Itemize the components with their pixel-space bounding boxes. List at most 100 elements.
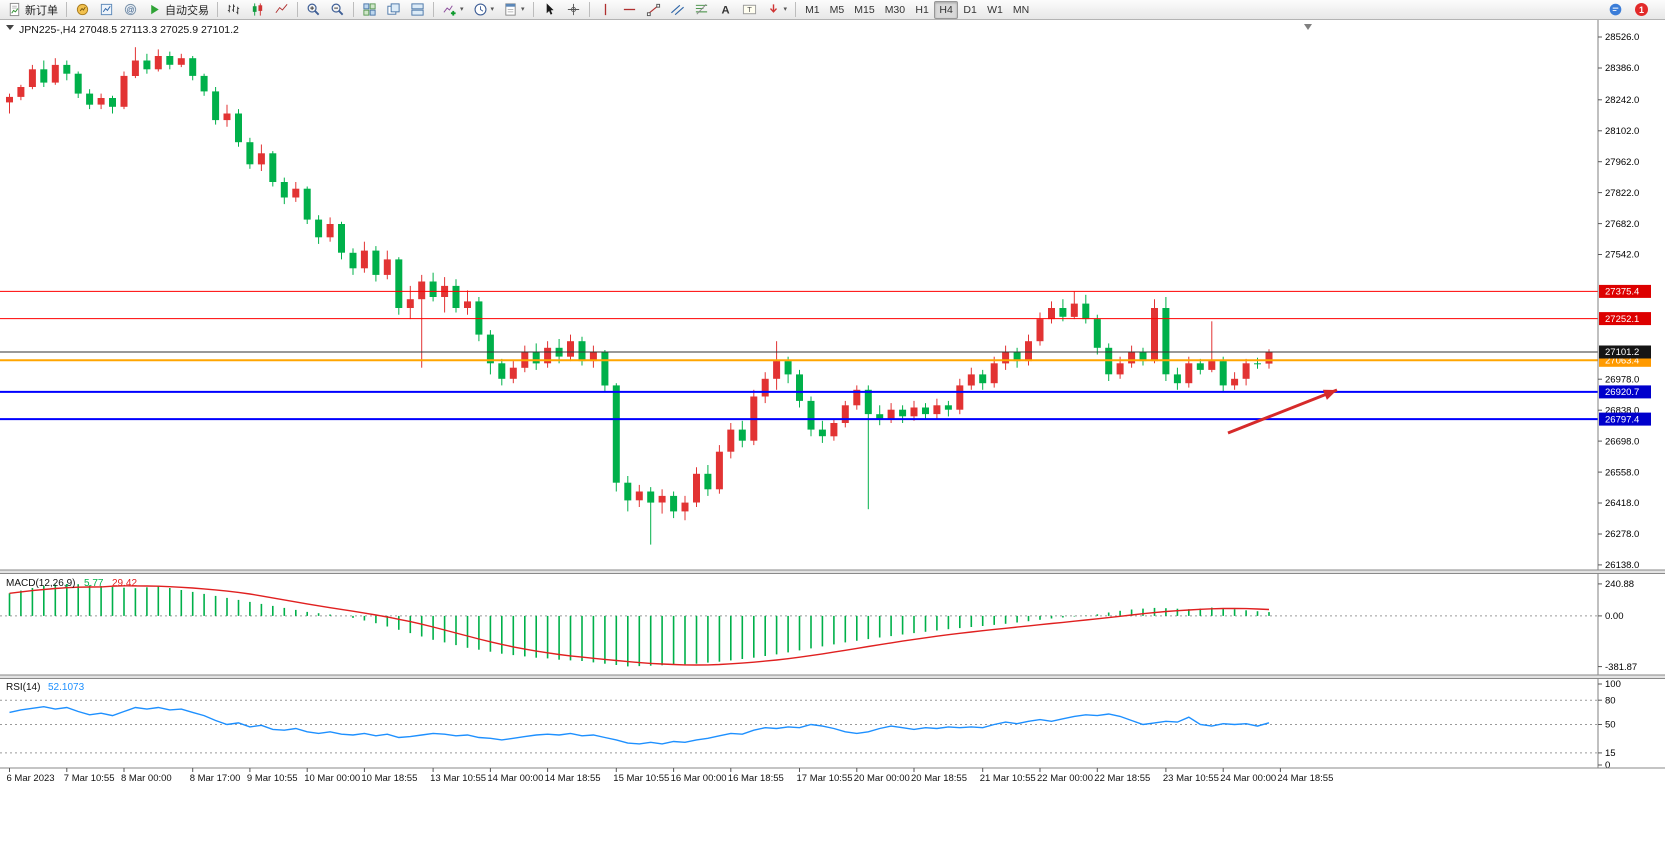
time-label: 20 Mar 00:00 [854, 773, 910, 784]
chart-canvas[interactable]: JPN225-,H4 27048.5 27113.3 27025.9 27101… [0, 20, 1665, 790]
fibonacci-button[interactable] [690, 1, 713, 19]
macd-scale-label: -381.87 [1605, 662, 1637, 673]
separator [353, 2, 354, 17]
price-scale-label: 27962.0 [1605, 157, 1639, 168]
candlestick-chart-button[interactable] [246, 1, 269, 19]
new-order-button[interactable]: 新订单 [3, 1, 62, 19]
svg-text:27063.4: 27063.4 [1605, 356, 1639, 367]
rsi-scale-label: 50 [1605, 720, 1616, 731]
time-label: 24 Mar 00:00 [1220, 773, 1276, 784]
chevron-down-icon: ▾ [460, 6, 464, 13]
zoom-out-icon [331, 3, 344, 16]
price-scale-label: 26278.0 [1605, 529, 1639, 540]
tile-windows-button[interactable] [358, 1, 381, 19]
time-label: 14 Mar 18:55 [545, 773, 601, 784]
cursor-button[interactable] [538, 1, 561, 19]
arrows-button[interactable]: ▾ [762, 1, 792, 19]
text-icon: A [721, 5, 729, 17]
price-scale-label: 26838.0 [1605, 405, 1639, 416]
notifications-button[interactable]: 1 [1631, 1, 1652, 19]
chart-info: JPN225-,H4 27048.5 27113.3 27025.9 27101… [6, 24, 239, 36]
arrow-object-head [1322, 389, 1337, 400]
metaeditor-button[interactable]: @ [119, 1, 142, 19]
horizontal-line-button[interactable] [618, 1, 641, 19]
timeframe-h1-button[interactable]: H1 [910, 1, 934, 19]
crosshair-icon [567, 3, 579, 16]
zoom-in-button[interactable] [302, 1, 325, 19]
separator [588, 2, 590, 17]
equidistant-channel-icon [670, 4, 684, 16]
time-axis[interactable]: 6 Mar 2023 7 Mar 10:55 8 Mar 00:00 8 Mar 17… [0, 767, 1665, 784]
time-label: 22 Mar 00:00 [1037, 773, 1093, 784]
price-tag: 27375.4 [1599, 284, 1651, 298]
cascade-windows-button[interactable] [382, 1, 405, 19]
shift-marker-icon[interactable] [1304, 24, 1312, 30]
text-label-button[interactable]: T [738, 1, 761, 19]
cursor-icon [546, 3, 554, 15]
price-axis[interactable]: 28526.0 28386.0 28242.0 28102.0 27962.0 27822… [1597, 20, 1651, 768]
chart-menu-icon[interactable] [6, 25, 14, 30]
autotrading-label: 自动交易 [165, 4, 209, 17]
trendline-icon [646, 3, 660, 17]
svg-text:T: T [747, 5, 752, 14]
crosshair-button[interactable] [562, 1, 585, 19]
arrange-windows-button[interactable] [406, 1, 429, 19]
line-chart-button[interactable] [270, 1, 293, 19]
trendline-button[interactable] [642, 1, 665, 19]
svg-text:@: @ [126, 5, 134, 14]
timeframe-w1-button[interactable]: W1 [982, 1, 1008, 19]
time-label: 16 Mar 00:00 [671, 773, 727, 784]
market-watch-button[interactable] [71, 1, 94, 19]
timeframe-mn-button[interactable]: MN [1008, 1, 1034, 19]
market-watch-icon [76, 3, 89, 16]
templates-button[interactable]: ▾ [499, 1, 529, 19]
timeframe-m15-button[interactable]: M15 [849, 1, 879, 19]
svg-text:27375.4: 27375.4 [1605, 287, 1639, 298]
arrange-windows-icon [411, 3, 424, 16]
svg-text:26920.7: 26920.7 [1605, 387, 1639, 398]
time-label: 7 Mar 10:55 [64, 773, 115, 784]
timeframe-m1-button[interactable]: M1 [800, 1, 825, 19]
price-scale-label: 26978.0 [1605, 374, 1639, 385]
autotrading-button[interactable]: 自动交易 [143, 1, 213, 19]
time-label: 20 Mar 18:55 [911, 773, 967, 784]
zoom-out-button[interactable] [326, 1, 349, 19]
metaeditor-icon: @ [124, 3, 137, 16]
time-label: 14 Mar 00:00 [487, 773, 543, 784]
indicators-button[interactable]: ▾ [438, 1, 468, 19]
line-chart-icon [275, 4, 288, 14]
text-button[interactable]: A [714, 1, 737, 19]
svg-text:MACD(12,26,9): MACD(12,26,9) [6, 578, 75, 589]
equidistant-channel-button[interactable] [666, 1, 689, 19]
horizontal-line-icon [623, 8, 635, 11]
svg-text:A: A [721, 5, 729, 17]
chart-window-icon [100, 3, 113, 16]
price-scale-label: 27542.0 [1605, 250, 1639, 261]
text-label-icon: T [742, 4, 756, 15]
price-scale-label: 27822.0 [1605, 188, 1639, 199]
chart-window-button[interactable] [95, 1, 118, 19]
vertical-line-button[interactable] [594, 1, 617, 19]
price-scale-label: 28386.0 [1605, 63, 1639, 74]
bar-chart-button[interactable] [222, 1, 245, 19]
time-label: 16 Mar 18:55 [728, 773, 784, 784]
timeframe-m30-button[interactable]: M30 [880, 1, 910, 19]
price-tag: 27252.1 [1599, 312, 1651, 326]
toolbar: 新订单 @ 自动交易 ▾ [0, 0, 1665, 20]
timeframe-h4-button[interactable]: H4 [934, 0, 959, 19]
timeframe-d1-button[interactable]: D1 [958, 1, 982, 19]
periods-button[interactable]: ▾ [469, 1, 499, 19]
separator [795, 2, 797, 17]
chevron-down-icon: ▾ [783, 6, 788, 13]
arrow-object[interactable] [1227, 388, 1338, 435]
macd-panel: MACD(12,26,9) 5.77 29.42 240.88 0.00 -381.87 [0, 569, 1665, 673]
bar-chart-icon [227, 4, 240, 15]
timeframe-m5-button[interactable]: M5 [825, 1, 850, 19]
community-icon [1609, 3, 1622, 16]
time-label: 13 Mar 10:55 [430, 773, 486, 784]
separator [66, 2, 67, 17]
rsi-scale-label: 100 [1605, 679, 1621, 690]
price-scale-label: 26138.0 [1605, 560, 1639, 571]
chevron-down-icon: ▾ [490, 6, 495, 13]
community-button[interactable] [1604, 1, 1627, 19]
